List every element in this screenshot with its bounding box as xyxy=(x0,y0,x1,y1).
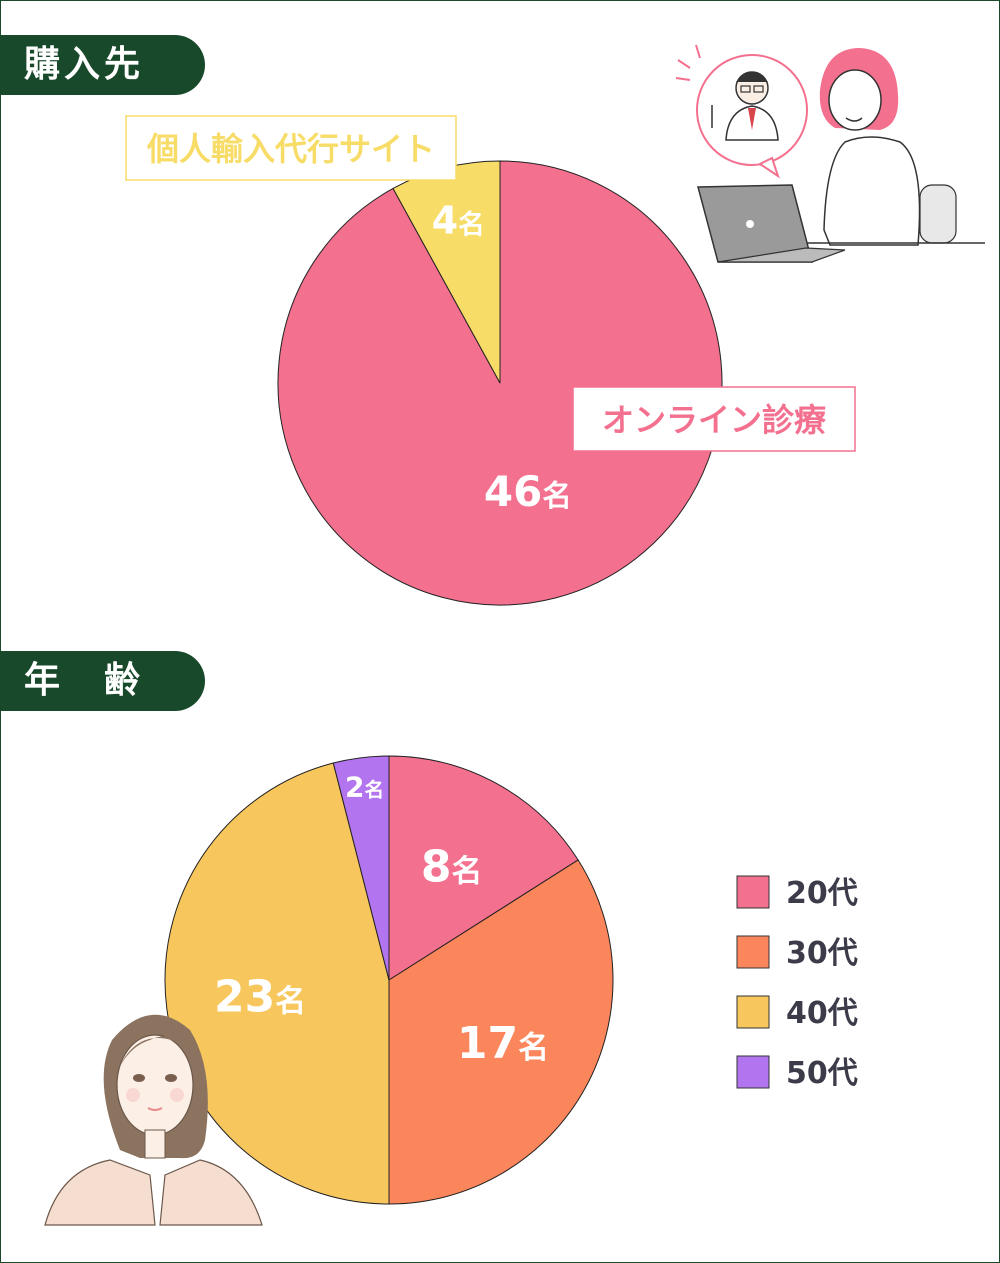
callout-import-box xyxy=(125,115,457,181)
purchase-slice-0 xyxy=(277,160,723,606)
callout-online-label: オンライン診療 xyxy=(602,401,827,439)
callout-online-box xyxy=(572,386,856,452)
legend-swatch-0 xyxy=(736,875,770,909)
legend-label-2: 40代 xyxy=(786,996,858,1031)
woman-portrait-illustration xyxy=(44,1014,263,1226)
section-title-purchase: 購入先 xyxy=(0,35,205,95)
legend-swatch-1 xyxy=(736,935,770,969)
legend-label-1: 30代 xyxy=(786,936,858,971)
age-pie-chart: 8名 17名 23名 2名 xyxy=(164,755,614,1205)
callout-import-label: 個人輸入代行サイト xyxy=(146,130,435,168)
purchase-value-label-1: 4名 xyxy=(432,199,485,243)
age-value-label-1: 17名 xyxy=(457,1018,549,1069)
age-value-label-2: 23名 xyxy=(214,972,306,1023)
age-value-label-3: 2名 xyxy=(345,770,384,803)
age-legend: 20代 30代 40代 50代 xyxy=(736,875,858,1091)
purchase-pie-chart: 46名 4名 xyxy=(277,160,723,606)
purchase-value-label-0: 46名 xyxy=(484,467,572,516)
age-slice-2 xyxy=(164,762,390,1205)
woman-at-laptop-illustration xyxy=(675,44,985,263)
legend-label-0: 20代 xyxy=(786,876,858,911)
legend-label-3: 50代 xyxy=(786,1056,858,1091)
age-slice-3 xyxy=(332,755,390,981)
section-title-age: 年 齢 xyxy=(0,651,205,711)
age-slice-0 xyxy=(388,755,579,981)
age-slice-1 xyxy=(388,859,614,1205)
legend-swatch-2 xyxy=(736,995,770,1029)
age-value-label-0: 8名 xyxy=(421,841,482,892)
callout-import-site: 個人輸入代行サイト xyxy=(125,115,457,181)
callout-online: オンライン診療 xyxy=(572,386,856,452)
legend-swatch-3 xyxy=(736,1055,770,1089)
